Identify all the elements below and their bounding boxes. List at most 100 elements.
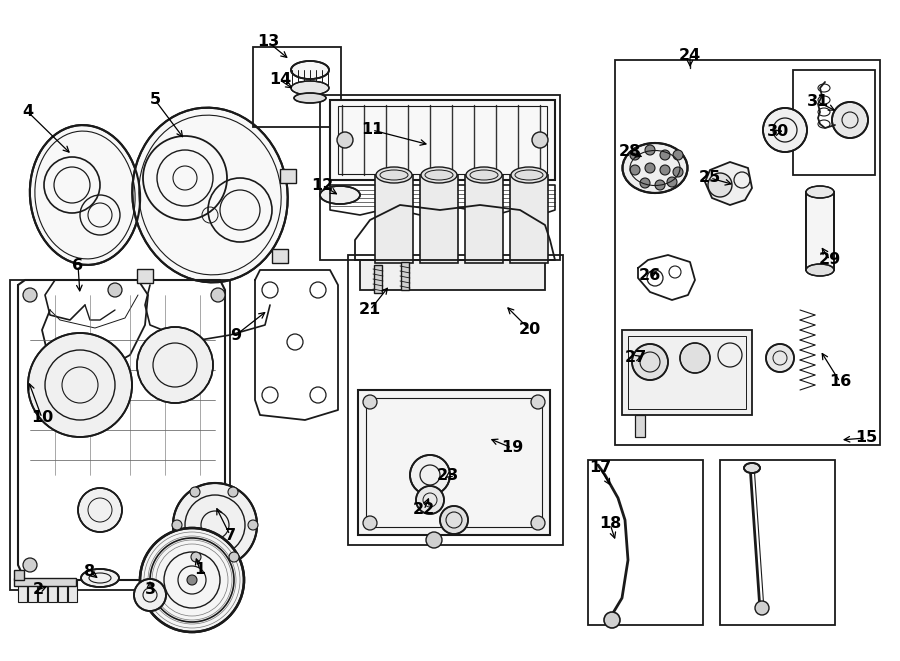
Circle shape <box>645 163 655 173</box>
Bar <box>510 175 548 263</box>
Ellipse shape <box>320 186 360 204</box>
Circle shape <box>660 150 670 160</box>
Ellipse shape <box>376 167 412 183</box>
Circle shape <box>211 558 225 572</box>
Bar <box>375 175 413 263</box>
Text: 27: 27 <box>625 350 647 366</box>
Text: 20: 20 <box>519 323 541 338</box>
Bar <box>14 570 24 580</box>
Circle shape <box>187 575 197 585</box>
Text: 17: 17 <box>589 461 611 475</box>
Circle shape <box>630 165 640 175</box>
Text: 12: 12 <box>310 178 333 192</box>
Text: 11: 11 <box>361 122 383 137</box>
Bar <box>420 175 458 263</box>
Bar <box>338 106 547 174</box>
Circle shape <box>78 488 122 532</box>
Bar <box>68 580 77 602</box>
Circle shape <box>673 167 683 177</box>
Circle shape <box>440 506 468 534</box>
Ellipse shape <box>291 61 329 79</box>
Ellipse shape <box>806 264 834 276</box>
Circle shape <box>645 145 655 155</box>
Text: 2: 2 <box>32 582 43 598</box>
Text: 26: 26 <box>639 268 662 282</box>
Bar <box>38 580 47 602</box>
Ellipse shape <box>806 186 834 198</box>
Bar <box>358 390 550 535</box>
Circle shape <box>229 552 239 562</box>
Ellipse shape <box>81 569 119 587</box>
Bar <box>622 330 752 415</box>
Bar <box>401 262 409 290</box>
Bar <box>720 460 835 625</box>
Circle shape <box>134 579 166 611</box>
Text: 30: 30 <box>767 124 789 139</box>
Circle shape <box>140 528 244 632</box>
Ellipse shape <box>623 143 688 193</box>
Circle shape <box>531 516 545 530</box>
Ellipse shape <box>30 125 140 265</box>
Text: 24: 24 <box>679 48 701 63</box>
Text: 15: 15 <box>855 430 878 446</box>
Bar <box>58 580 67 602</box>
Ellipse shape <box>294 93 326 103</box>
Bar <box>330 100 555 180</box>
Text: 14: 14 <box>269 73 291 87</box>
Text: 10: 10 <box>31 410 53 426</box>
Circle shape <box>28 333 132 437</box>
Circle shape <box>173 483 257 567</box>
Ellipse shape <box>511 167 547 183</box>
Bar <box>253 47 341 127</box>
Text: 25: 25 <box>699 171 721 186</box>
Circle shape <box>660 165 670 175</box>
Circle shape <box>680 343 710 373</box>
Bar <box>374 265 382 293</box>
Ellipse shape <box>744 463 760 473</box>
Bar <box>793 70 875 175</box>
Ellipse shape <box>132 108 288 282</box>
Text: 22: 22 <box>413 502 435 518</box>
Circle shape <box>410 455 450 495</box>
Circle shape <box>23 558 37 572</box>
Circle shape <box>531 395 545 409</box>
Circle shape <box>766 344 794 372</box>
Text: 29: 29 <box>819 253 842 268</box>
Circle shape <box>708 173 732 197</box>
Bar <box>320 95 560 260</box>
Text: 28: 28 <box>619 145 641 159</box>
Text: 1: 1 <box>194 563 205 578</box>
Circle shape <box>604 612 620 628</box>
Circle shape <box>363 395 377 409</box>
Bar <box>14 578 76 586</box>
Bar <box>280 169 296 183</box>
Bar <box>28 580 37 602</box>
Circle shape <box>172 520 182 530</box>
Bar <box>137 269 153 283</box>
Text: 21: 21 <box>359 303 381 317</box>
Bar <box>465 175 503 263</box>
Text: 4: 4 <box>22 104 33 120</box>
Circle shape <box>108 283 122 297</box>
Circle shape <box>23 288 37 302</box>
Bar <box>385 455 485 535</box>
Bar <box>806 192 834 270</box>
Circle shape <box>416 486 444 514</box>
Text: 3: 3 <box>144 582 156 598</box>
Bar <box>10 280 230 590</box>
Circle shape <box>630 150 640 160</box>
Bar <box>360 260 545 290</box>
Circle shape <box>137 327 213 403</box>
Ellipse shape <box>291 81 329 95</box>
Circle shape <box>832 102 868 138</box>
Circle shape <box>673 150 683 160</box>
Bar <box>348 255 563 545</box>
Bar <box>628 336 746 409</box>
Ellipse shape <box>466 167 502 183</box>
Text: 7: 7 <box>224 527 236 543</box>
Text: 9: 9 <box>230 327 241 342</box>
Text: 13: 13 <box>256 34 279 50</box>
Text: 19: 19 <box>501 440 523 455</box>
Bar <box>272 249 288 263</box>
Circle shape <box>228 487 238 497</box>
